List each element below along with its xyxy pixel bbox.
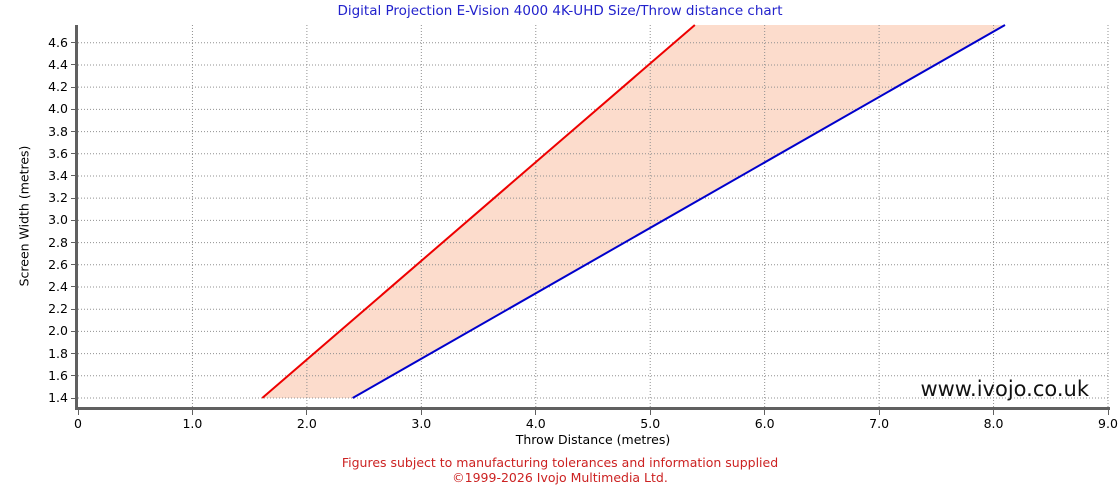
y-tick-label: 2.2 xyxy=(48,301,68,317)
y-tick-label: 2.0 xyxy=(48,323,68,339)
x-tick-mark xyxy=(878,410,880,415)
y-tick-label: 2.8 xyxy=(48,234,68,250)
min-throw-line-red xyxy=(261,24,696,399)
x-tick-label: 7.0 xyxy=(869,416,890,431)
y-tick-label: 4.0 xyxy=(48,101,68,117)
x-tick-label: 6.0 xyxy=(754,416,775,431)
y-tick-mark xyxy=(71,219,78,221)
footer-disclaimer: Figures subject to manufacturing toleran… xyxy=(341,455,779,470)
y-tick-label: 1.4 xyxy=(48,390,68,405)
y-tick-label: 3.0 xyxy=(48,212,68,228)
y-tick-mark xyxy=(71,397,78,399)
x-tick-label: 5.0 xyxy=(640,416,661,431)
x-tick-mark xyxy=(77,410,79,415)
y-tick-mark xyxy=(71,175,78,177)
y-tick-label: 4.4 xyxy=(48,56,68,72)
y-tick-mark xyxy=(71,42,78,44)
x-tick-mark xyxy=(535,410,537,415)
x-axis-spine xyxy=(75,407,1110,410)
y-tick-label: 4.2 xyxy=(48,79,68,95)
x-tick-label: 0 xyxy=(74,416,82,431)
y-tick-label: 1.8 xyxy=(48,345,68,361)
chart-title: Digital Projection E-Vision 4000 4K-UHD … xyxy=(337,3,783,19)
x-tick-mark xyxy=(993,410,995,415)
x-tick-label: 2.0 xyxy=(296,416,317,431)
y-tick-label: 3.8 xyxy=(48,123,68,139)
y-tick-mark xyxy=(71,353,78,355)
x-axis-label: Throw Distance (metres) xyxy=(515,432,671,447)
watermark: www.ivojo.co.uk xyxy=(920,377,1089,401)
y-tick-label: 1.6 xyxy=(48,367,68,383)
x-tick-mark xyxy=(306,410,308,415)
x-tick-mark xyxy=(1107,410,1109,415)
y-tick-label: 2.6 xyxy=(48,256,68,272)
y-axis-spine xyxy=(75,25,78,410)
x-tick-label: 9.0 xyxy=(1098,416,1118,431)
y-tick-mark xyxy=(71,86,78,88)
x-tick-label: 8.0 xyxy=(983,416,1004,431)
y-tick-mark xyxy=(71,375,78,377)
x-tick-mark xyxy=(764,410,766,415)
y-tick-mark xyxy=(71,153,78,155)
y-tick-mark xyxy=(71,264,78,266)
x-tick-label: 1.0 xyxy=(182,416,203,431)
x-tick-label: 4.0 xyxy=(525,416,546,431)
throw-range-band xyxy=(262,25,1005,399)
y-tick-label: 3.2 xyxy=(48,190,68,206)
y-axis-label: Screen Width (metres) xyxy=(16,145,32,287)
y-tick-mark xyxy=(71,308,78,310)
y-tick-mark xyxy=(71,64,78,66)
x-tick-mark xyxy=(649,410,651,415)
y-tick-label: 4.6 xyxy=(48,34,68,50)
x-tick-mark xyxy=(420,410,422,415)
y-tick-mark xyxy=(71,131,78,133)
y-tick-label: 3.4 xyxy=(48,167,68,183)
y-tick-mark xyxy=(71,286,78,288)
y-tick-mark xyxy=(71,242,78,244)
x-tick-mark xyxy=(191,410,193,415)
y-tick-mark xyxy=(71,197,78,199)
y-tick-label: 3.6 xyxy=(48,145,68,161)
plot-area xyxy=(78,24,1109,408)
footer-copyright: ©1999-2026 Ivojo Multimedia Ltd. xyxy=(452,470,668,485)
y-tick-mark xyxy=(71,108,78,110)
y-tick-label: 2.4 xyxy=(48,278,68,294)
y-tick-mark xyxy=(71,330,78,332)
x-tick-label: 3.0 xyxy=(411,416,432,431)
max-throw-line-blue xyxy=(352,24,1006,399)
